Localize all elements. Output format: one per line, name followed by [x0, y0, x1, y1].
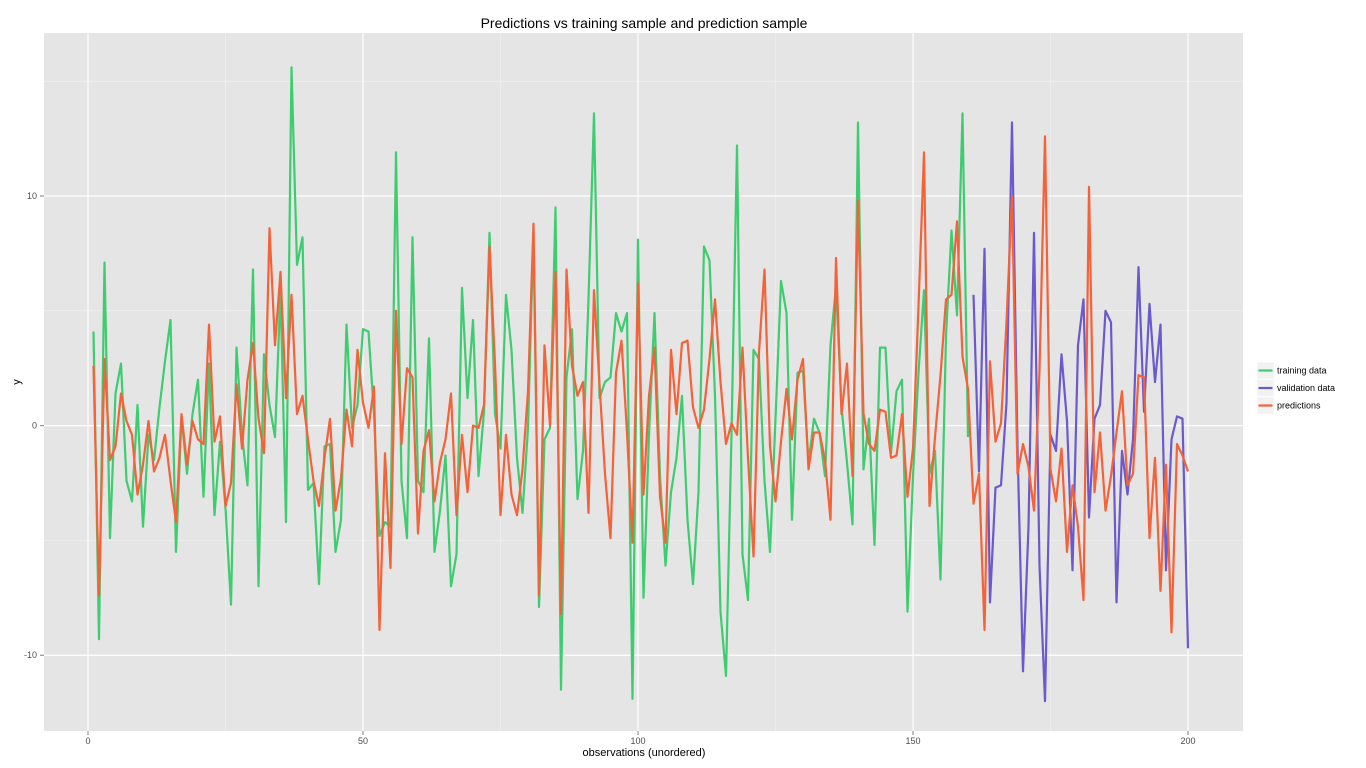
x-axis: 0 50 100 150 200 [85, 731, 1196, 746]
legend-label: validation data [1277, 383, 1335, 393]
series-line-predictions [92, 135, 1190, 634]
chart-title: Predictions vs training sample and predi… [481, 15, 808, 31]
legend: training data validation data predictions [1256, 361, 1335, 415]
x-tick-label: 50 [358, 736, 368, 746]
y-tick-label: -10 [24, 650, 37, 660]
x-tick-label: 150 [905, 736, 920, 746]
legend-label: predictions [1277, 401, 1321, 411]
y-axis: -10 0 10 [24, 191, 44, 660]
x-tick-label: 100 [630, 736, 645, 746]
x-tick-label: 0 [85, 736, 90, 746]
y-axis-title: y [11, 379, 23, 385]
plot-panel [44, 33, 1243, 731]
legend-label: training data [1277, 366, 1327, 376]
y-tick-label: 10 [27, 191, 37, 201]
x-tick-label: 200 [1180, 736, 1195, 746]
grid-minor [44, 33, 1243, 731]
series-layer [92, 66, 1190, 703]
x-axis-title: observations (unordered) [583, 747, 706, 759]
y-tick-label: 0 [32, 421, 37, 431]
